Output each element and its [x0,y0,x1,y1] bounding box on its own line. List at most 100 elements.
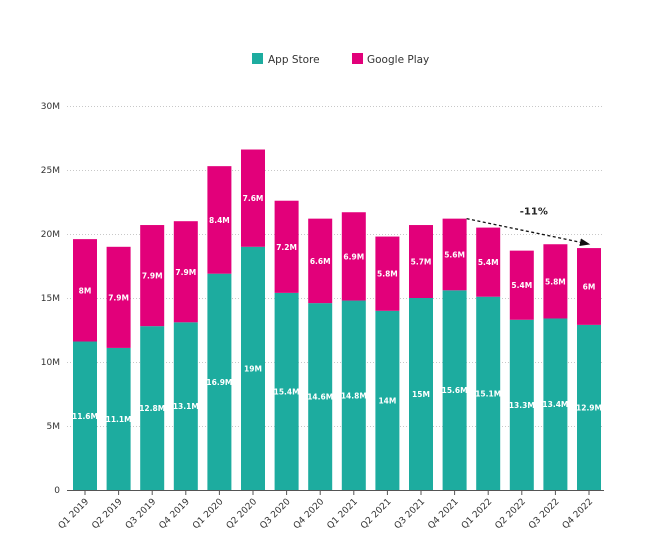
x-tick-label: Q4 2020 [292,497,327,532]
legend-label-google-play: Google Play [367,54,429,66]
bar-label-app-store: 12.8M [139,404,165,413]
bar-group: 14.8M 6.9M [341,212,367,490]
bar-group: 11.1M 7.9M [106,246,132,490]
bar-group: 14.6M 6.6M [307,218,333,490]
bar-group: 15.1M 5.4M [475,227,501,490]
bar-label-google-play: 7.9M [175,268,196,277]
bar-app-store[interactable] [274,292,299,490]
y-tick-label: 10M [41,358,60,368]
x-tick-label: Q3 2022 [527,497,561,531]
legend: App Store Google Play [252,53,429,66]
bar-google-play[interactable] [106,246,131,348]
bar-group: 13.4M 5.8M [542,244,568,490]
bar-google-play[interactable] [241,149,265,247]
bar-google-play[interactable] [375,236,400,311]
bar-app-store[interactable] [73,341,97,490]
bar-label-google-play: 5.6M [444,250,465,259]
bar-app-store[interactable] [173,322,198,490]
bar-group: 12.8M 7.9M [139,225,165,490]
bar-google-play[interactable] [274,200,299,293]
bar-google-play[interactable] [73,239,97,342]
bar-app-store[interactable] [308,303,333,490]
bar-label-google-play: 7.9M [142,272,163,281]
annotation-dashed-arrow [466,218,591,247]
bar-label-app-store: 16.9M [206,378,232,387]
bar-label-google-play: 5.8M [377,270,398,279]
bar-app-store[interactable] [509,319,534,490]
x-tick-label: Q2 2019 [90,497,125,532]
bar-app-store[interactable] [577,324,601,490]
bar-google-play[interactable] [509,250,534,320]
x-tick-label: Q1 2019 [57,497,92,532]
bar-group: 19M 7.6M [241,149,265,490]
bar-group: 16.9M 8.4M [206,166,232,490]
x-tick-label: Q4 2021 [426,497,460,531]
bar-label-app-store: 15M [412,390,430,399]
bar-group: 11.6M 8M [72,239,98,490]
x-tick-label: Q2 2020 [225,497,260,532]
y-tick-label: 30M [41,102,60,112]
legend-item-app-store[interactable]: App Store [252,53,320,66]
bar-label-google-play: 8M [79,286,92,295]
bar-app-store[interactable] [375,310,400,490]
x-tick-label: Q1 2022 [460,497,494,531]
bars: 11.6M 8M 11.1M 7.9M 12.8M 7.9M 13.1M 7.9M 16.9M 8… [72,149,602,490]
y-tick-label: 5M [47,422,61,432]
bar-label-google-play: 6.9M [343,252,364,261]
bar-group: 13.3M 5.4M [509,250,535,490]
bar-google-play[interactable] [140,225,165,327]
bar-label-google-play: 5.8M [545,277,566,286]
bar-app-store[interactable] [241,246,265,490]
y-tick-label: 15M [41,294,60,304]
bar-label-app-store: 13.4M [542,400,568,409]
bar-label-app-store: 13.3M [509,401,535,410]
x-tick-label: Q3 2019 [124,497,159,532]
bar-app-store[interactable] [543,318,568,490]
bar-google-play[interactable] [173,221,198,323]
annotation-label: -11% [520,207,548,218]
bar-google-play[interactable] [442,218,467,291]
bar-label-app-store: 15.6M [442,386,468,395]
bar-label-google-play: 8.4M [209,216,230,225]
bar-label-app-store: 11.1M [106,415,132,424]
bar-label-app-store: 12.9M [576,403,602,412]
y-tick-label: 0 [54,486,60,496]
bar-app-store[interactable] [442,290,467,490]
bar-label-app-store: 15.1M [475,389,501,398]
bar-label-google-play: 6M [583,282,596,291]
bar-label-google-play: 7.9M [108,293,129,302]
legend-item-google-play[interactable]: Google Play [352,53,429,66]
bar-app-store[interactable] [106,347,131,490]
x-tick-label: Q3 2020 [258,497,293,532]
x-tick-label: Q3 2021 [393,497,427,531]
bar-app-store[interactable] [140,326,165,490]
bar-google-play[interactable] [476,227,501,297]
y-tick-label: 20M [41,230,60,240]
bar-label-app-store: 14.6M [307,393,333,402]
bar-label-app-store: 13.1M [173,402,199,411]
bar-google-play[interactable] [308,218,333,304]
bar-app-store[interactable] [476,296,501,490]
legend-swatch-google-play [352,53,363,64]
bar-google-play[interactable] [543,244,568,319]
x-tick-label: Q1 2021 [326,497,360,531]
bar-google-play[interactable] [577,248,601,325]
bar-app-store[interactable] [341,300,366,490]
bar-google-play[interactable] [207,166,232,274]
bar-label-app-store: 19M [244,364,262,373]
bar-label-app-store: 14M [378,396,396,405]
legend-swatch-app-store [252,53,263,64]
bar-google-play[interactable] [409,225,433,298]
bar-label-google-play: 7.6M [243,194,264,203]
bar-label-google-play: 5.4M [478,258,499,267]
bar-group: 13.1M 7.9M [173,221,199,490]
bar-google-play[interactable] [341,212,366,301]
y-tick-label: 25M [41,166,60,176]
bar-app-store[interactable] [409,298,433,490]
x-tick-label: Q2 2022 [494,497,528,531]
bar-label-google-play: 7.2M [276,243,297,252]
bar-label-app-store: 15.4M [274,387,300,396]
bar-app-store[interactable] [207,273,232,490]
x-axis: Q1 2019 Q2 2019 Q3 2019 Q4 2019 Q1 2020 Q2 20… [57,491,595,531]
